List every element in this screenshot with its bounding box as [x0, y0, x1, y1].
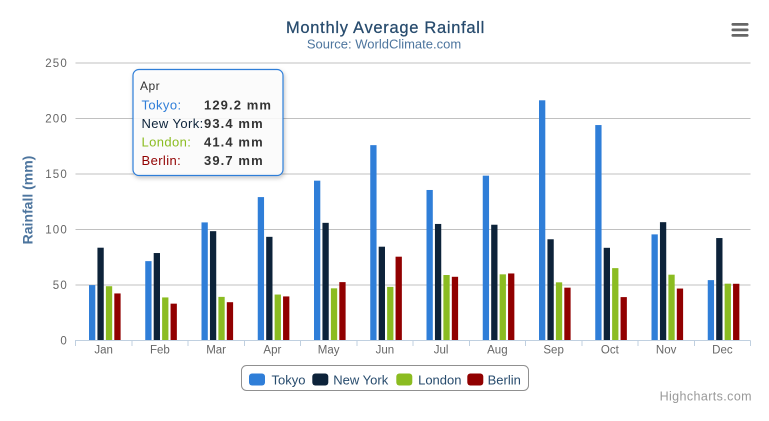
svg-text:150: 150 [45, 169, 68, 181]
svg-text:100: 100 [45, 225, 68, 237]
svg-text:Jan: Jan [94, 345, 113, 357]
svg-text:250: 250 [45, 58, 68, 70]
svg-text:Sep: Sep [543, 345, 563, 357]
svg-text:Feb: Feb [150, 345, 170, 357]
svg-text:Apr: Apr [140, 79, 160, 93]
svg-text:Aug: Aug [487, 345, 507, 357]
svg-text:93.4 mm: 93.4 mm [204, 116, 264, 131]
svg-text:Jun: Jun [376, 345, 395, 357]
svg-text:Jul: Jul [434, 345, 449, 357]
svg-text:0: 0 [60, 336, 68, 348]
svg-text:Berlin:: Berlin: [142, 153, 182, 168]
svg-text:50: 50 [53, 280, 68, 292]
svg-text:London: London [418, 373, 461, 388]
svg-text:Oct: Oct [601, 345, 620, 357]
svg-text:London:: London: [142, 135, 192, 150]
svg-text:Source: WorldClimate.com: Source: WorldClimate.com [307, 37, 461, 52]
svg-text:39.7 mm: 39.7 mm [204, 153, 264, 168]
svg-text:New York:: New York: [142, 116, 204, 131]
svg-text:41.4 mm: 41.4 mm [204, 135, 264, 150]
svg-text:Berlin: Berlin [488, 373, 521, 388]
svg-text:Rainfall (mm): Rainfall (mm) [20, 156, 36, 245]
svg-text:Tokyo:: Tokyo: [142, 98, 182, 113]
svg-text:Monthly Average Rainfall: Monthly Average Rainfall [286, 19, 485, 37]
svg-text:Dec: Dec [712, 345, 733, 357]
svg-text:Nov: Nov [656, 345, 677, 357]
svg-text:May: May [318, 345, 340, 357]
svg-text:Apr: Apr [263, 345, 281, 357]
svg-text:200: 200 [45, 114, 68, 126]
svg-text:Mar: Mar [206, 345, 226, 357]
svg-text:New York: New York [333, 373, 388, 388]
svg-text:Highcharts.com: Highcharts.com [660, 390, 752, 404]
svg-text:129.2 mm: 129.2 mm [204, 98, 272, 113]
svg-text:Tokyo: Tokyo [272, 373, 306, 388]
